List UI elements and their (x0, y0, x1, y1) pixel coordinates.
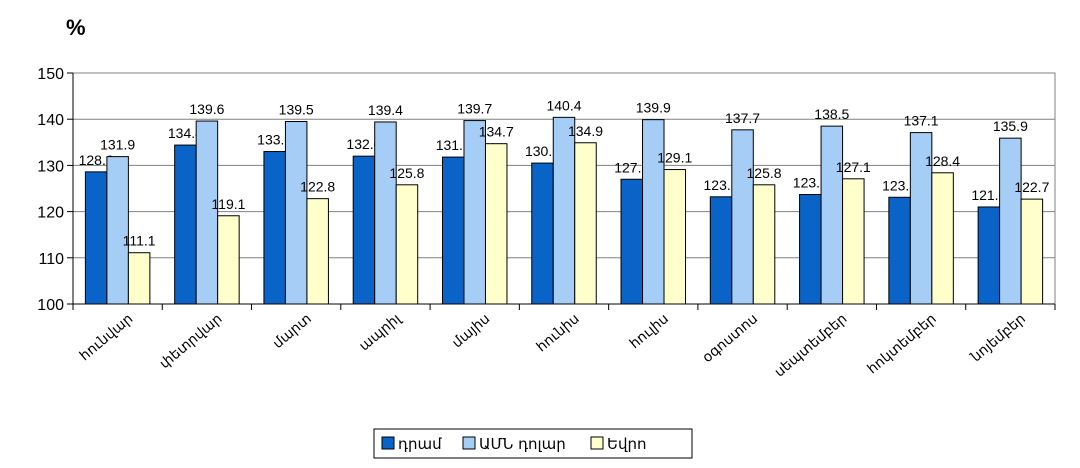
legend-label: Եվրո (607, 435, 647, 453)
bar (441, 156, 465, 305)
data-label: 139.6 (189, 101, 224, 117)
data-label: 134.4 (168, 125, 203, 141)
data-label: 123.1 (882, 177, 917, 193)
y-tick-label: 150 (37, 66, 64, 83)
category-label: հոկտեմբեր (864, 310, 939, 377)
bar (284, 121, 308, 305)
bar (1020, 198, 1044, 305)
bar (263, 151, 286, 305)
category-label: հունվար (76, 310, 135, 363)
category-label: հուլիս (626, 310, 671, 351)
data-label: 123.2 (704, 177, 739, 193)
bar (752, 184, 776, 305)
data-label: 135.9 (993, 118, 1028, 134)
data-label: 140.4 (546, 97, 581, 113)
unit-label: % (66, 15, 86, 40)
data-label: 139.4 (368, 102, 403, 118)
data-label: 127.0 (614, 159, 649, 175)
bar (306, 198, 329, 305)
category-label: մարտ (269, 310, 314, 351)
data-label: 119.1 (211, 196, 245, 212)
bar (820, 125, 844, 305)
data-label: 129.1 (657, 150, 692, 166)
data-label: 128.6 (79, 152, 114, 168)
bar (620, 178, 644, 305)
bar (174, 144, 197, 305)
data-label: 122.7 (1014, 179, 1049, 195)
legend-label: դրամ (398, 435, 442, 453)
data-label: 139.5 (279, 102, 314, 118)
bar (217, 215, 240, 305)
category-label: մայիս (449, 310, 493, 351)
y-tick-label: 100 (37, 297, 64, 314)
legend-swatch (590, 436, 604, 450)
data-label: 121.0 (971, 187, 1006, 203)
bar (642, 119, 665, 305)
data-label: 133.0 (257, 132, 292, 148)
data-label: 139.9 (636, 100, 671, 116)
data-label: 134.9 (568, 123, 603, 139)
y-tick-label: 110 (38, 251, 64, 268)
data-label: 122.8 (300, 179, 335, 195)
bar (106, 156, 129, 305)
data-label: 125.8 (389, 165, 424, 181)
bar (552, 116, 576, 305)
bar (663, 169, 687, 305)
data-label: 131.9 (100, 137, 135, 153)
bar (842, 178, 865, 305)
legend-frame (373, 428, 693, 459)
bar (574, 142, 597, 305)
bar (888, 196, 911, 305)
legend-swatch (381, 436, 395, 450)
data-label: 132.0 (346, 136, 381, 152)
data-label: 123.7 (793, 175, 828, 191)
bar (84, 171, 108, 305)
legend-label: ԱՄՆ դոլար (479, 435, 566, 453)
data-label: 139.7 (457, 101, 492, 117)
data-label: 111.1 (123, 233, 156, 249)
data-label: 137.7 (725, 110, 760, 126)
bar (531, 162, 554, 305)
bar (127, 252, 151, 305)
data-label: 128.4 (925, 153, 960, 169)
y-tick-label: 120 (37, 205, 64, 222)
bar (799, 194, 822, 305)
bar (709, 196, 733, 305)
data-label: 134.7 (479, 124, 514, 140)
category-label: սեպտեմբեր (771, 310, 850, 380)
bar (484, 143, 508, 305)
category-label: նոյեմբեր (967, 310, 1029, 365)
data-label: 127.1 (836, 159, 871, 175)
data-label: 137.1 (904, 113, 939, 129)
bar (374, 121, 397, 305)
bar (977, 206, 1001, 305)
bar (931, 172, 954, 305)
bar (195, 120, 219, 305)
bar (395, 184, 419, 305)
data-label: 138.5 (814, 106, 849, 122)
y-tick-label: 140 (37, 112, 64, 129)
bar (731, 129, 754, 305)
bar (999, 137, 1022, 305)
y-tick-label: 130 (37, 158, 64, 175)
category-label: հունիս (533, 310, 582, 355)
category-label: օգոստոս (699, 310, 761, 365)
bar (352, 155, 376, 305)
category-label: փետրվար (156, 310, 225, 371)
data-label: 130.5 (525, 143, 560, 159)
category-label: ապրիլ (356, 309, 405, 353)
legend-swatch (462, 436, 476, 450)
data-label: 131.8 (436, 137, 471, 153)
bar (463, 120, 486, 305)
legend: դրամ ԱՄՆ դոլար Եվրո (373, 428, 693, 459)
data-label: 125.8 (747, 165, 782, 181)
